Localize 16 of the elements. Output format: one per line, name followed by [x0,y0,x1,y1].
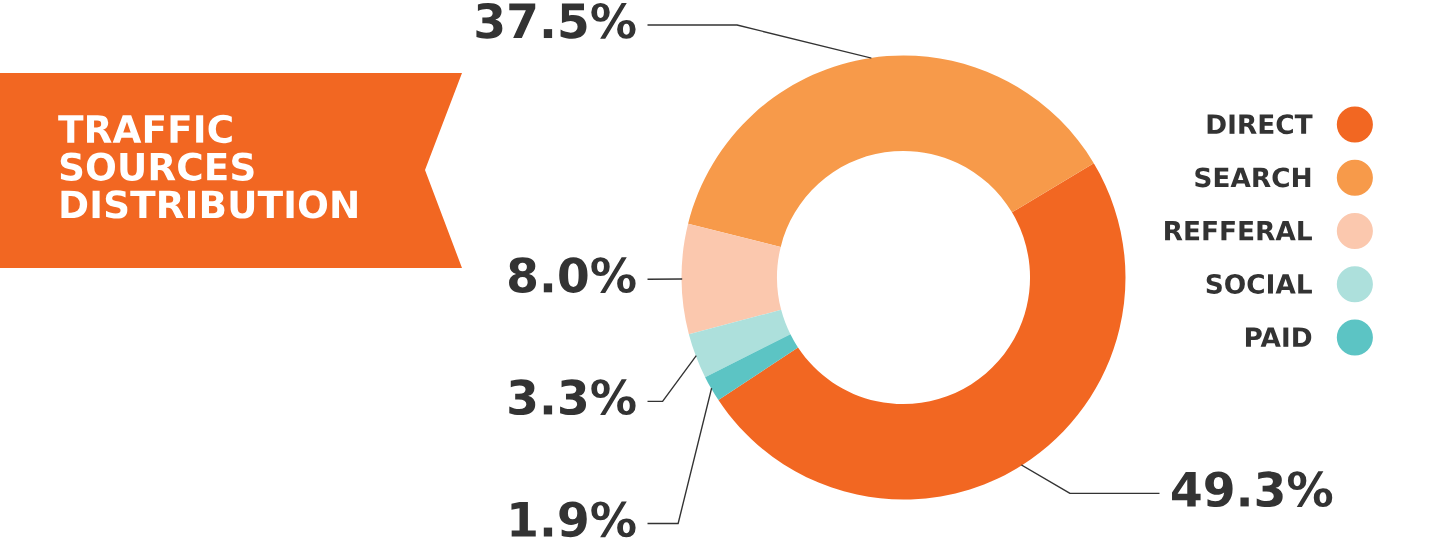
donut-slice [718,163,1126,500]
data-label: 37.5% [476,2,636,39]
legend-label: REFFERAL [1165,221,1312,241]
legend-label: DIRECT [1207,114,1313,135]
donut-slice [688,55,1094,247]
legend-label: PAID [1245,327,1312,347]
text: TRAFFIC SOURCES DISTRIBUTION [58,114,357,219]
donut-slice [705,334,798,401]
legend-label: SEARCH [1195,167,1311,188]
donut-slice [681,223,782,335]
legend-label: SOCIAL [1206,273,1312,294]
data-label: 3.3% [509,379,636,416]
data-label: 8.0% [509,257,636,293]
data-label: 1.9% [511,501,636,538]
data-label: 49.3% [1172,471,1333,508]
donut-slice [688,309,791,378]
